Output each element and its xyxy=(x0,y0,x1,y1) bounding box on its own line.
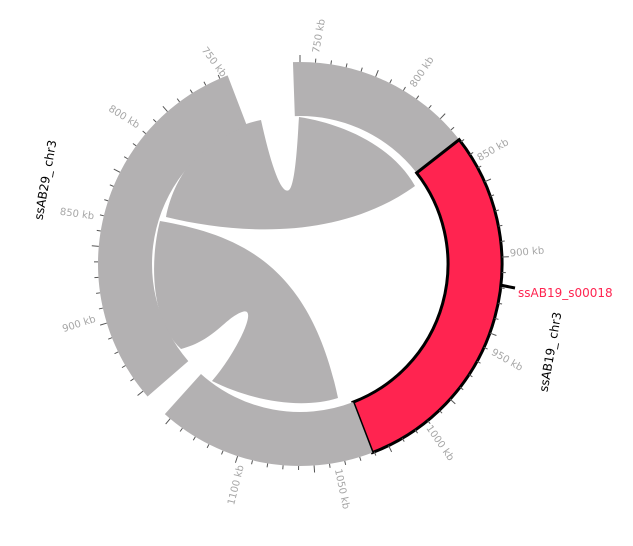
tick-mark xyxy=(439,113,446,120)
tick-mark xyxy=(113,168,121,173)
tick-mark xyxy=(104,199,109,202)
ideogram-ssAB19-highlight xyxy=(351,137,504,455)
tick-mark xyxy=(468,374,473,378)
tick-label-ab19-850: 850 kb xyxy=(476,137,511,164)
tick-mark xyxy=(401,437,405,442)
tick-mark xyxy=(460,139,465,143)
tick-mark xyxy=(192,436,196,441)
tick-mark xyxy=(96,229,101,232)
tick-label-ab19-750: 750 kb xyxy=(311,18,328,54)
tick-mark xyxy=(121,365,126,369)
tick-mark xyxy=(389,79,393,84)
tick-mark xyxy=(91,245,99,247)
tick-mark xyxy=(344,460,347,465)
tick-mark xyxy=(459,386,464,391)
tick-mark xyxy=(123,156,128,160)
tick-label-ab19-1000: 1000 kb xyxy=(423,423,455,463)
tick-mark xyxy=(266,463,269,468)
tick-mark xyxy=(469,151,474,155)
tick-mark xyxy=(109,184,114,187)
tick-mark xyxy=(490,194,495,197)
tick-mark xyxy=(329,463,331,468)
tick-mark xyxy=(203,81,207,86)
tick-mark xyxy=(179,427,183,432)
link-ribbon-lower xyxy=(154,221,338,404)
tick-mark xyxy=(251,460,253,465)
tick-mark xyxy=(221,450,224,455)
tick-mark xyxy=(416,95,420,100)
tick-label-ab29-850: 850 kb xyxy=(59,207,95,223)
tick-mark xyxy=(494,317,499,320)
tick-mark xyxy=(450,126,455,131)
tick-label-ab29-800: 800 kb xyxy=(106,104,141,132)
sequence-label-ssAB19: ssAB19_ chr3 xyxy=(537,311,565,393)
tick-mark xyxy=(165,418,171,425)
tick-mark xyxy=(345,63,348,68)
tick-mark xyxy=(99,322,107,326)
tick-mark xyxy=(414,429,418,434)
link-ribbon-upper xyxy=(166,117,415,230)
tick-mark xyxy=(96,292,101,294)
tick-mark xyxy=(375,70,379,77)
tick-mark xyxy=(476,360,481,364)
tick-label-ab29-750: 750 kb xyxy=(199,45,228,79)
tick-mark xyxy=(438,409,443,414)
tick-mark xyxy=(114,351,119,355)
tick-mark xyxy=(484,178,492,183)
tick-mark xyxy=(359,456,362,461)
gene-marker-label: ssAB19_s00018 xyxy=(518,286,613,300)
tick-mark xyxy=(330,60,333,65)
tick-label-ab19-900: 900 kb xyxy=(509,246,544,260)
tick-label-ab19-1050: 1050 kb xyxy=(332,468,351,510)
tick-mark xyxy=(489,332,497,336)
tick-mark xyxy=(217,74,221,79)
tick-mark xyxy=(360,67,363,72)
tick-mark xyxy=(498,302,503,305)
tick-label-ab19-1100: 1100 kb xyxy=(226,464,247,506)
tick-mark xyxy=(142,130,147,134)
tick-label-ab29-900: 900 kb xyxy=(61,314,97,335)
tick-mark xyxy=(137,390,144,396)
tick-mark xyxy=(449,398,456,405)
tick-mark xyxy=(130,378,135,382)
tick-mark xyxy=(403,86,406,91)
tick-mark xyxy=(388,445,393,453)
ideogram-ssAB29 xyxy=(97,75,247,397)
tick-mark xyxy=(428,104,432,109)
tick-mark xyxy=(483,346,488,350)
tick-mark xyxy=(99,214,104,217)
tick-mark xyxy=(132,143,137,147)
tick-mark xyxy=(477,165,482,169)
tick-mark xyxy=(98,307,103,310)
sequence-label-ssAB29: ssAB29_ chr3 xyxy=(32,139,60,221)
tick-mark xyxy=(108,337,113,340)
tick-mark xyxy=(427,420,431,424)
tick-mark xyxy=(162,105,168,112)
tick-mark xyxy=(494,209,499,212)
tick-mark xyxy=(498,224,503,227)
ideogram-ssAB19-top xyxy=(292,62,460,173)
tick-mark xyxy=(176,98,180,103)
gene-marker-tick xyxy=(499,283,516,290)
tick-label-ab19-950: 950 kb xyxy=(489,347,524,374)
tick-mark xyxy=(234,455,239,463)
tick-mark xyxy=(206,444,210,449)
tick-mark xyxy=(373,451,377,456)
tick-mark xyxy=(189,89,193,94)
tick-label-ab19-800: 800 kb xyxy=(408,55,436,90)
ideogram-ssAB19-bottom xyxy=(164,373,373,466)
tick-mark xyxy=(152,119,157,123)
tick-marks xyxy=(91,55,509,473)
